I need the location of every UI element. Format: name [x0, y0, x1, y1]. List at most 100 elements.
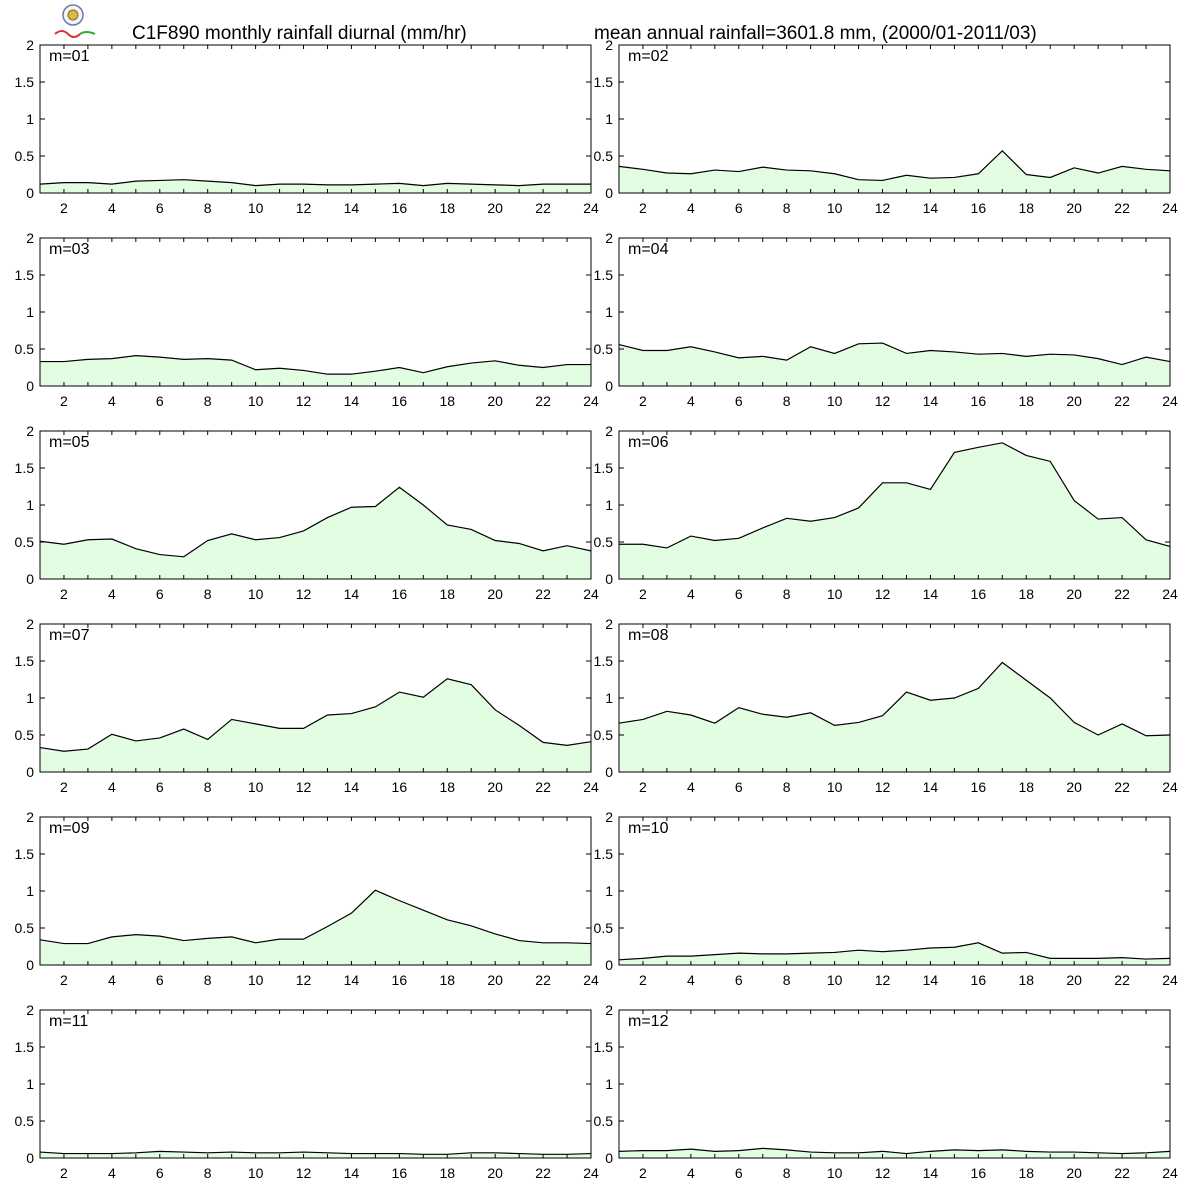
y-tick-label: 0 — [605, 378, 613, 394]
rainfall-line — [618, 1147, 1171, 1155]
y-tick-label: 1.5 — [15, 267, 35, 283]
x-tick-label: 4 — [108, 586, 116, 602]
y-tick-label: 1 — [26, 304, 34, 320]
x-tick-label: 24 — [583, 393, 599, 409]
panel-label: m=09 — [49, 820, 90, 837]
x-tick-label: 22 — [1114, 200, 1130, 216]
x-tick-label: 16 — [392, 586, 408, 602]
x-tick-label: 2 — [639, 1165, 647, 1181]
x-tick-label: 2 — [60, 200, 68, 216]
x-tick-label: 6 — [156, 586, 164, 602]
x-tick-label: 2 — [639, 200, 647, 216]
panel-label: m=12 — [628, 1013, 669, 1030]
x-tick-label: 16 — [971, 200, 987, 216]
x-tick-label: 24 — [583, 200, 599, 216]
x-tick-label: 22 — [535, 200, 551, 216]
x-tick-label: 20 — [1066, 586, 1082, 602]
y-tick-label: 0.5 — [15, 534, 35, 550]
x-tick-label: 6 — [735, 779, 743, 795]
x-tick-label: 14 — [923, 972, 939, 988]
x-tick-label: 18 — [439, 972, 455, 988]
x-tick-label: 18 — [1018, 779, 1034, 795]
y-tick-label: 0 — [605, 571, 613, 587]
rainfall-area — [619, 662, 1170, 772]
x-tick-label: 16 — [392, 393, 408, 409]
panel-label: m=07 — [49, 627, 90, 644]
x-tick-label: 2 — [639, 972, 647, 988]
x-tick-label: 14 — [923, 200, 939, 216]
x-tick-label: 6 — [156, 972, 164, 988]
rainfall-line — [40, 355, 591, 375]
x-tick-label: 24 — [583, 1165, 599, 1181]
rainfall-line — [618, 942, 1171, 961]
x-tick-label: 24 — [1162, 779, 1178, 795]
x-tick-label: 18 — [439, 779, 455, 795]
x-tick-label: 22 — [535, 586, 551, 602]
x-tick-label: 14 — [923, 393, 939, 409]
x-tick-label: 24 — [1162, 972, 1178, 988]
x-tick-label: 18 — [439, 393, 455, 409]
x-tick-label: 2 — [639, 586, 647, 602]
x-tick-label: 10 — [827, 393, 843, 409]
x-tick-label: 8 — [783, 1165, 791, 1181]
x-tick-label: 16 — [392, 779, 408, 795]
x-tick-label: 4 — [687, 779, 695, 795]
x-tick-label: 8 — [783, 200, 791, 216]
y-tick-label: 0.5 — [15, 148, 35, 164]
x-tick-label: 4 — [108, 1165, 116, 1181]
rainfall-line — [39, 486, 592, 558]
panel-label: m=02 — [628, 48, 669, 65]
x-tick-label: 24 — [583, 779, 599, 795]
x-tick-label: 14 — [923, 779, 939, 795]
rainfall-area — [40, 890, 591, 965]
x-tick-label: 14 — [344, 393, 360, 409]
x-tick-label: 12 — [296, 393, 312, 409]
y-tick-label: 0 — [605, 764, 613, 780]
x-tick-label: 20 — [1066, 393, 1082, 409]
x-tick-label: 4 — [108, 779, 116, 795]
y-tick-label: 1 — [605, 304, 613, 320]
x-tick-label: 20 — [1066, 779, 1082, 795]
panel-grid: 00.511.522 4 6 8 10 12 14 16 18 20 22 24m=0100.511.… — [15, 37, 1178, 1181]
x-tick-label: 12 — [875, 393, 891, 409]
panel-m-08: 00.511.522 4 6 8 10 12 14 16 18 20 22 24m=08 — [594, 616, 1178, 795]
x-tick-label: 16 — [971, 1165, 987, 1181]
panel-m-03: 00.511.522 4 6 8 10 12 14 16 18 20 22 24m=03 — [15, 230, 599, 409]
x-tick-label: 24 — [583, 972, 599, 988]
x-tick-label: 22 — [535, 393, 551, 409]
chart-title: C1F890 monthly rainfall diurnal (mm/hr) — [132, 23, 467, 44]
x-tick-label: 2 — [60, 972, 68, 988]
x-tick-label: 8 — [204, 200, 212, 216]
x-tick-label: 20 — [487, 200, 503, 216]
rainfall-area — [619, 942, 1170, 965]
y-tick-label: 0 — [26, 185, 34, 201]
x-tick-label: 6 — [156, 779, 164, 795]
x-tick-label: 10 — [248, 393, 264, 409]
y-tick-label: 0.5 — [594, 148, 614, 164]
rainfall-line — [39, 678, 592, 752]
x-tick-label: 10 — [248, 972, 264, 988]
x-tick-label: 6 — [156, 393, 164, 409]
x-tick-label: 6 — [735, 972, 743, 988]
rainfall-area — [40, 355, 591, 386]
y-tick-label: 0.5 — [15, 727, 35, 743]
x-tick-label: 18 — [439, 1165, 455, 1181]
x-tick-label: 8 — [204, 393, 212, 409]
x-tick-label: 20 — [487, 586, 503, 602]
x-tick-label: 22 — [535, 779, 551, 795]
rainfall-line — [618, 342, 1171, 366]
rainfall-line — [39, 1150, 592, 1155]
x-tick-label: 22 — [1114, 586, 1130, 602]
x-tick-label: 6 — [735, 200, 743, 216]
rainfall-area — [619, 343, 1170, 386]
y-tick-label: 1.5 — [15, 74, 35, 90]
rainfall-area — [40, 678, 591, 772]
x-tick-label: 8 — [783, 779, 791, 795]
x-tick-label: 22 — [1114, 779, 1130, 795]
rainfall-line — [39, 889, 592, 945]
y-tick-label: 0 — [605, 1150, 613, 1166]
y-tick-label: 1 — [26, 1076, 34, 1092]
x-tick-label: 12 — [875, 972, 891, 988]
x-tick-label: 10 — [827, 779, 843, 795]
